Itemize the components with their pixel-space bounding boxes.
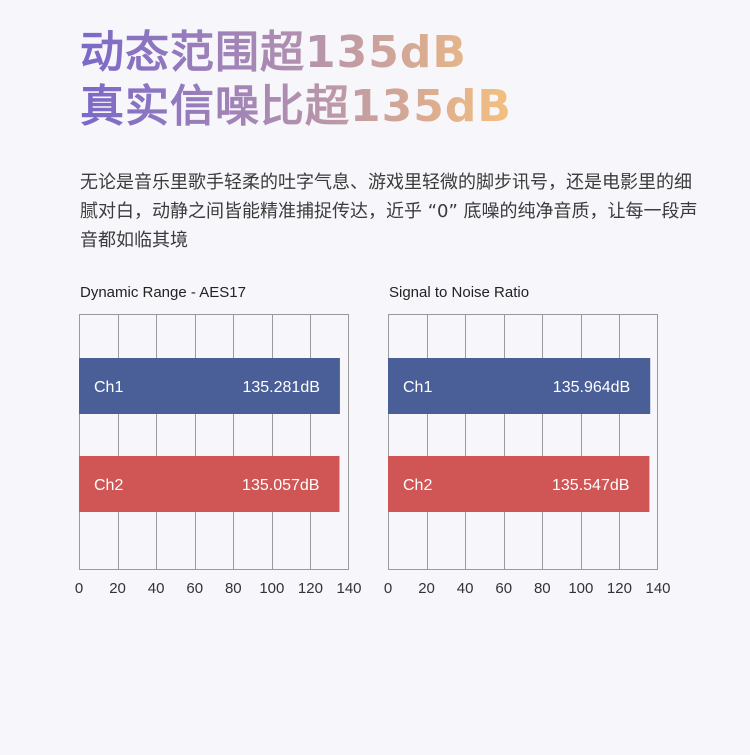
bar-ch2: [79, 456, 340, 512]
x-tick-label: 80: [225, 580, 242, 597]
x-tick-label: 60: [495, 580, 512, 597]
x-tick-label: 0: [75, 580, 83, 597]
x-tick-label: 140: [336, 580, 361, 597]
plot-frame: [388, 314, 658, 570]
bar-value-label: 135.057dB: [242, 477, 319, 494]
dynamic-range-chart: Ch1 135.281dB Ch2 135.057dB 0 20 40 60 80 100 120 1…: [75, 314, 362, 597]
x-tick-label: 80: [534, 580, 551, 597]
bar-category-label: Ch2: [94, 477, 123, 494]
bar-ch2: [388, 456, 650, 512]
x-tick-label: 20: [418, 580, 435, 597]
chart-title-dynamic-range: Dynamic Range - AES17: [80, 284, 246, 301]
x-tick-label: 0: [384, 580, 392, 597]
chart-title-snr: Signal to Noise Ratio: [389, 284, 530, 301]
bar-ch1: [388, 358, 651, 414]
snr-chart: Ch1 135.964dB Ch2 135.547dB 0 20 40 60 80 100 120 1…: [384, 314, 671, 597]
x-tick-label: 100: [568, 580, 593, 597]
x-tick-label: 60: [186, 580, 203, 597]
bar-category-label: Ch1: [94, 379, 123, 396]
bar-value-label: 135.281dB: [242, 379, 319, 396]
plot-frame: [79, 314, 349, 570]
bar-category-label: Ch2: [403, 477, 432, 494]
intro-paragraph: 无论是音乐里歌手轻柔的吐字气息、游戏里轻微的脚步讯号，还是电影里的细腻对白，动静…: [80, 172, 698, 251]
x-tick-label: 20: [109, 580, 126, 597]
x-tick-label: 40: [457, 580, 474, 597]
bar-value-label: 135.964dB: [553, 379, 630, 396]
x-tick-label: 120: [298, 580, 323, 597]
x-tick-label: 140: [645, 580, 670, 597]
x-tick-label: 120: [607, 580, 632, 597]
bar-ch1: [79, 358, 340, 414]
headline: 动态范围超135dB 真实信噪比超135dB: [80, 26, 512, 134]
bar-value-label: 135.547dB: [552, 477, 629, 494]
headline-line-1: 动态范围超135dB: [80, 27, 467, 78]
x-tick-label: 100: [259, 580, 284, 597]
headline-line-2: 真实信噪比超135dB: [80, 81, 512, 132]
bar-category-label: Ch1: [403, 379, 432, 396]
x-tick-label: 40: [148, 580, 165, 597]
